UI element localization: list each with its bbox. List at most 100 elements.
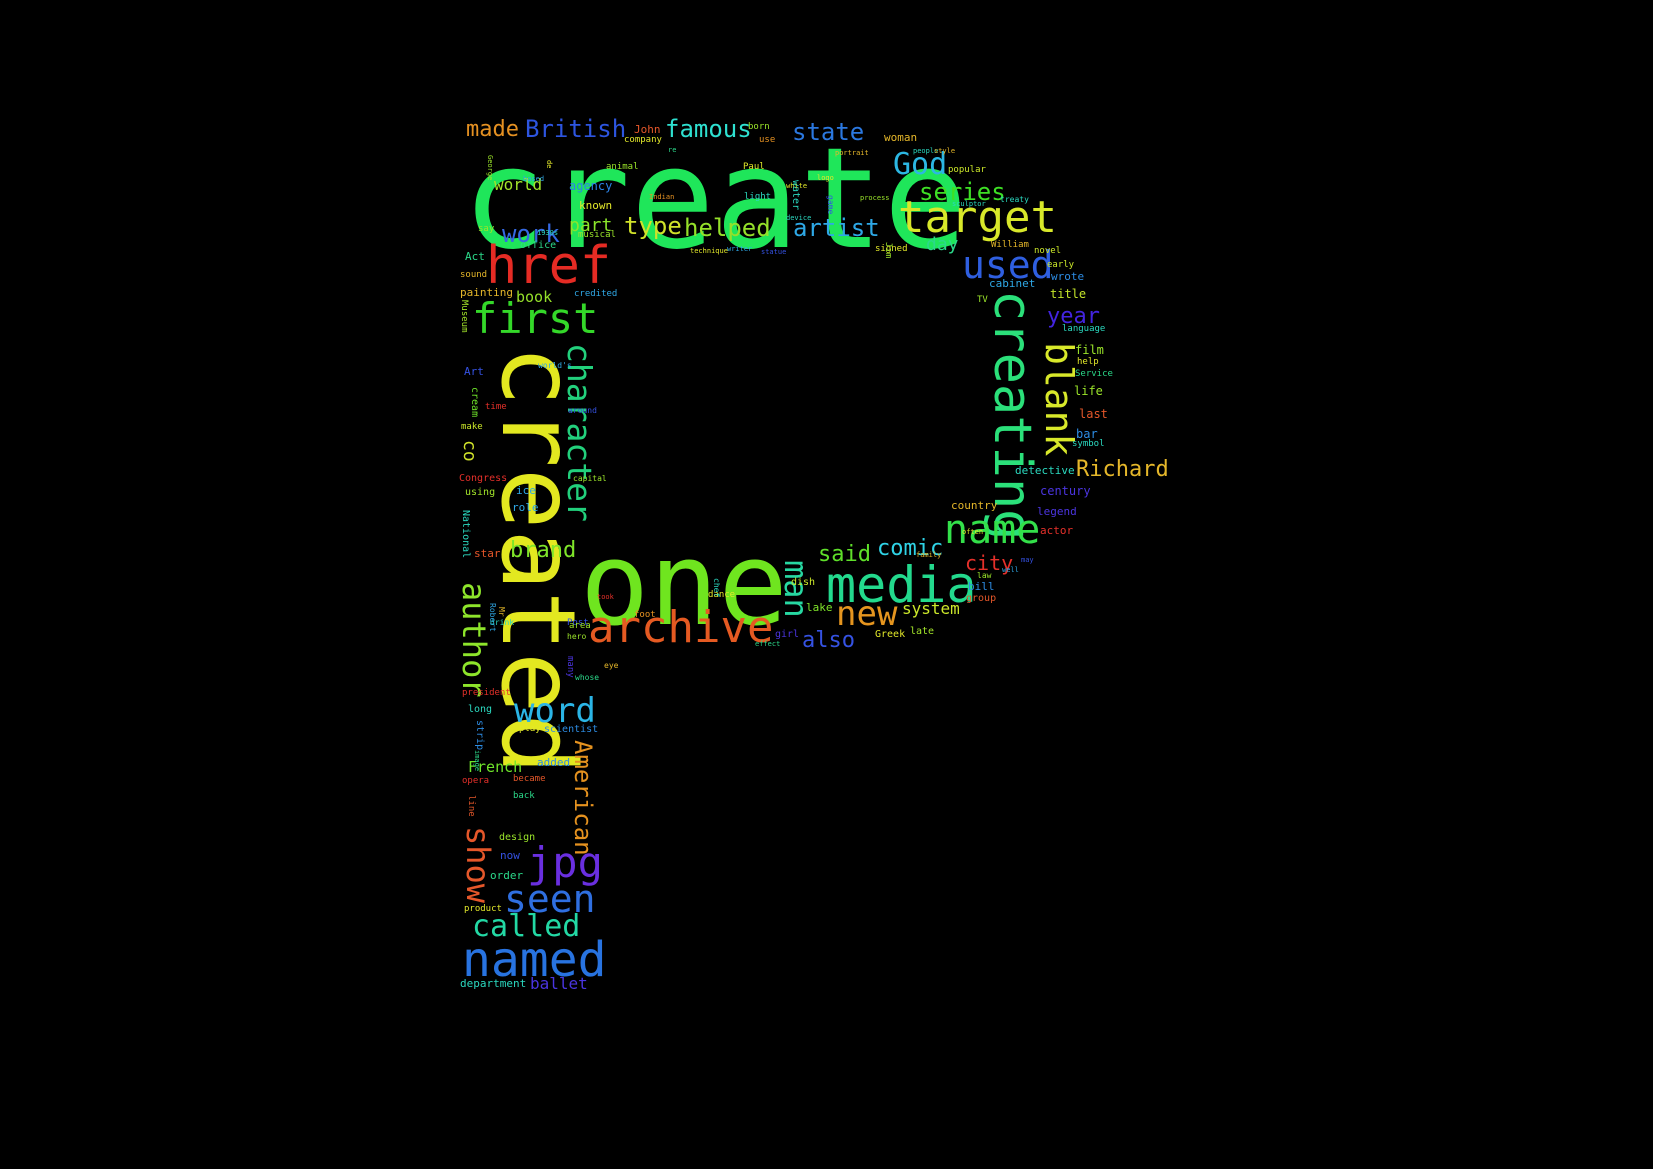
cloud-word: may	[1021, 556, 1034, 564]
cloud-word: make	[461, 422, 483, 432]
cloud-word: took	[597, 593, 614, 601]
cloud-word: popular	[948, 165, 986, 175]
cloud-word: opera	[462, 776, 490, 786]
cloud-word: year	[1047, 304, 1100, 329]
cloud-word: help	[1077, 357, 1099, 367]
cloud-word: Paul	[743, 162, 765, 172]
cloud-word: world	[494, 175, 543, 194]
cloud-word: statue	[761, 248, 787, 256]
cloud-word: first	[472, 294, 599, 343]
cloud-word: author	[455, 582, 493, 698]
cloud-word: said	[818, 542, 871, 567]
cloud-word: effect	[755, 640, 781, 648]
cloud-word: famous	[665, 115, 752, 143]
cloud-word: dish	[791, 577, 816, 588]
cloud-word: area	[569, 621, 591, 631]
cloud-word: cream	[469, 387, 480, 418]
cloud-word: Robert	[488, 603, 497, 632]
cloud-word: target	[898, 192, 1057, 243]
cloud-word: using	[465, 487, 496, 498]
cloud-word: product	[464, 904, 502, 914]
cloud-word: Greek	[875, 629, 906, 640]
cloud-word: co	[459, 440, 480, 462]
cloud-word: Indian	[649, 193, 675, 201]
cloud-word: book	[516, 288, 553, 306]
cloud-word: credited	[574, 289, 618, 299]
cloud-word: technique	[690, 247, 728, 255]
cloud-word: bar	[1076, 427, 1098, 441]
cloud-word: whose	[575, 673, 600, 682]
cloud-word: well	[1002, 566, 1019, 574]
cloud-word: device	[786, 214, 812, 222]
cloud-word: called	[472, 909, 581, 944]
cloud-word: film	[1075, 343, 1104, 357]
cloud-word: world's	[538, 361, 572, 370]
cloud-word: often	[962, 528, 984, 536]
cloud-word: sound	[460, 270, 488, 280]
cloud-word: de	[545, 160, 553, 169]
cloud-word: made	[466, 117, 519, 142]
cloud-word: agency	[569, 179, 613, 193]
cloud-word: series	[919, 178, 1006, 206]
cloud-word: game	[826, 195, 835, 215]
cloud-word: sculptor	[952, 200, 986, 208]
cloud-word: legend	[1037, 505, 1077, 518]
cloud-word: href	[486, 236, 612, 296]
cloud-word: girl	[775, 629, 800, 640]
cloud-word: brand	[510, 538, 577, 563]
cloud-word: born	[748, 122, 770, 132]
cloud-word: law	[977, 571, 992, 580]
cloud-word: TV	[977, 295, 988, 305]
cloud-word: also	[802, 628, 855, 653]
cloud-word: jpg	[527, 838, 603, 887]
cloud-word: word	[514, 691, 596, 731]
cloud-word: added	[537, 756, 571, 769]
cloud-word: God	[893, 147, 948, 182]
cloud-word: capital	[573, 474, 607, 483]
cloud-word: back	[513, 791, 535, 801]
cloud-word: lake	[806, 601, 833, 614]
cloud-word: John	[634, 123, 661, 136]
cloud-word: George	[486, 155, 494, 181]
cloud-word: Post	[567, 618, 589, 628]
cloud-word: drink	[490, 618, 515, 627]
cloud-word: order	[490, 869, 524, 882]
cloud-word: last	[1079, 407, 1108, 421]
cloud-word: time	[485, 402, 507, 412]
cloud-word: day	[926, 234, 959, 255]
cloud-word: French	[468, 758, 523, 776]
cloud-word: actor	[1040, 524, 1074, 537]
cloud-word: light	[744, 192, 772, 202]
cloud-word: I	[0, 0, 10, 17]
cloud-word: office	[520, 240, 557, 251]
cloud-word: water	[790, 180, 801, 211]
cloud-word: company	[624, 135, 662, 145]
cloud-word: design	[499, 832, 536, 843]
cloud-word: system	[902, 599, 960, 618]
cloud-word: say	[478, 224, 495, 234]
cloud-word: group	[966, 593, 997, 604]
cloud-word: chef	[712, 578, 721, 598]
cloud-word: seen	[504, 877, 596, 921]
cloud-word: Congress	[459, 473, 508, 484]
cloud-word: new	[836, 594, 898, 634]
cloud-word: woman	[884, 131, 918, 144]
cloud-word: wrote	[1051, 270, 1085, 283]
cloud-word: strip	[474, 720, 485, 751]
cloud-word: role	[512, 501, 539, 514]
cloud-word: William	[991, 240, 1029, 250]
cloud-word: president	[462, 688, 511, 698]
cloud-word: ice	[516, 484, 536, 497]
cloud-word: style	[934, 147, 956, 155]
cloud-word: musical	[578, 230, 616, 240]
cloud-word: Museum	[459, 300, 469, 333]
cloud-word: name	[944, 507, 1041, 553]
cloud-word: now	[500, 849, 520, 862]
cloud-word: scientist	[544, 724, 599, 735]
cloud-word: type	[624, 212, 682, 240]
cloud-word: media	[826, 556, 977, 614]
cloud-word: early	[1047, 260, 1075, 270]
cloud-word: logo	[817, 174, 834, 182]
cloud-word: National	[460, 510, 471, 559]
